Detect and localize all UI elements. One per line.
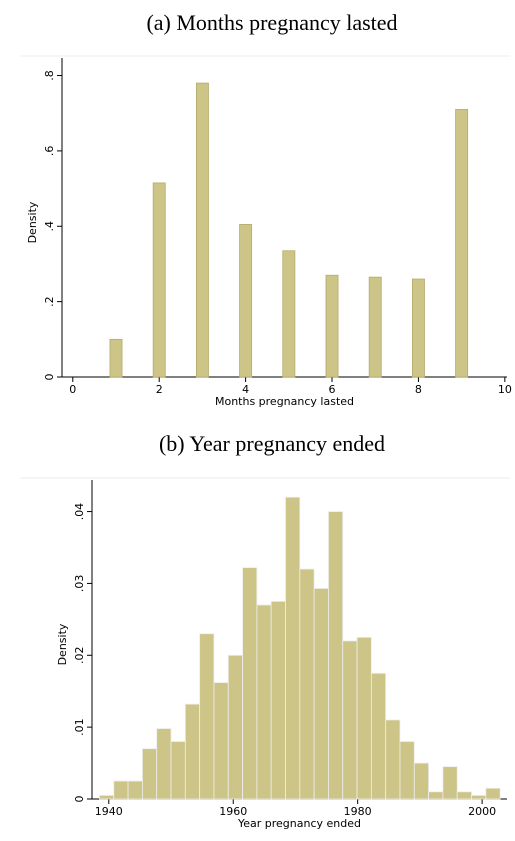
histogram-bar: [213, 682, 229, 800]
histogram-bar: [313, 588, 329, 800]
y-tick-label: .2: [43, 296, 56, 307]
bar: [109, 338, 123, 378]
histogram-bar: [156, 728, 172, 800]
histogram-bar: [456, 791, 472, 800]
histogram-bar: [299, 568, 315, 800]
y-tick-label: .01: [73, 718, 86, 736]
bar: [195, 82, 209, 378]
histogram-bar: [399, 741, 415, 800]
histogram-bar: [285, 496, 301, 800]
x-tick-label: 1940: [95, 805, 123, 818]
histogram-bar: [428, 791, 444, 800]
histogram-bar: [413, 762, 430, 800]
x-tick-label: 2: [156, 383, 163, 396]
histogram-bar: [485, 787, 501, 800]
bar: [282, 250, 296, 378]
y-tick-label: .03: [73, 575, 86, 593]
y-tick-label: 0: [73, 796, 86, 803]
y-axis-label: Density: [56, 623, 69, 665]
y-tick-label: .04: [73, 503, 86, 520]
bar: [368, 276, 382, 378]
x-axis-label: Months pregnancy lasted: [215, 395, 354, 408]
x-tick-label: 4: [242, 383, 249, 396]
histogram-bar: [113, 780, 129, 800]
x-tick-label: 0: [69, 383, 76, 396]
y-axis-label: Density: [26, 201, 39, 243]
histogram-bar: [242, 567, 258, 800]
x-tick-label: 1980: [344, 805, 372, 818]
x-axis-label: Year pregnancy ended: [237, 817, 361, 830]
histogram-bar: [141, 748, 158, 800]
histogram-bar: [471, 795, 487, 800]
y-tick-label: .4: [43, 221, 56, 232]
histogram-bar: [127, 780, 143, 800]
histogram-bar: [199, 633, 215, 800]
x-tick-label: 1960: [219, 805, 247, 818]
histogram-bar: [270, 600, 286, 800]
x-tick-label: 2000: [468, 805, 496, 818]
y-tick-label: .8: [43, 70, 56, 81]
bar: [455, 109, 469, 378]
bar: [325, 274, 339, 378]
y-tick-label: 0: [43, 374, 56, 381]
histogram-bar: [370, 672, 387, 800]
y-tick-label: .6: [43, 146, 56, 157]
histogram-bar: [99, 795, 115, 800]
chart-title: (a) Months pregnancy lasted: [146, 10, 397, 35]
bar: [152, 182, 166, 378]
x-tick-label: 8: [415, 383, 422, 396]
y-tick-label: .02: [73, 647, 86, 665]
histogram-bar: [170, 741, 186, 800]
bar: [239, 223, 253, 378]
histogram-bar: [342, 640, 358, 800]
histogram-bar: [227, 654, 243, 800]
histogram-bar: [328, 511, 344, 800]
histogram-bar: [184, 703, 201, 800]
histogram-bar: [385, 719, 401, 800]
histogram-bar: [356, 636, 372, 800]
bar: [411, 278, 425, 378]
x-tick-label: 10: [498, 383, 512, 396]
histogram-bar: [442, 766, 458, 800]
chart-title: (b) Year pregnancy ended: [159, 431, 385, 456]
x-tick-label: 6: [329, 383, 336, 396]
histogram-bar: [256, 604, 272, 800]
